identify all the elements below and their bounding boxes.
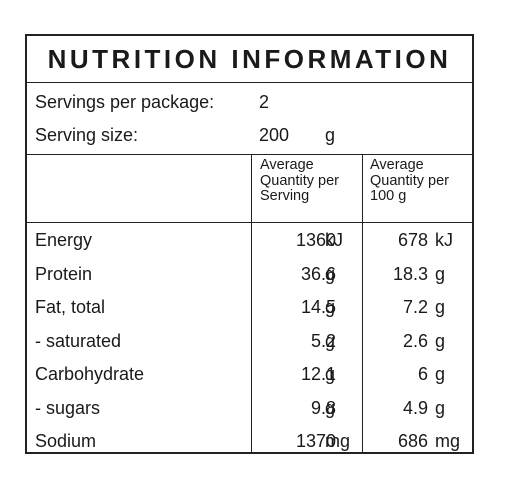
nutrient-name: - saturated <box>35 330 122 351</box>
serving-unit: g <box>325 263 336 284</box>
nutrient-name: Carbohydrate <box>35 364 145 384</box>
divider-header-bottom <box>27 222 472 223</box>
serving-value: 1360 <box>295 230 336 250</box>
nutrition-panel: NUTRITION INFORMATION Servings per packa… <box>25 34 474 454</box>
nutrient-row: - saturated 5.2 g 2.6 g <box>27 325 472 358</box>
nutrient-row: Fat, total 14.5 g 7.2 g <box>27 291 472 324</box>
nutrient-row: Energy 1360 kJ 678 kJ <box>27 224 472 257</box>
serving-unit: g <box>325 297 336 317</box>
serving-size-label: Serving size: <box>35 125 139 145</box>
header-per-100g: Average Quantity per 100 g <box>370 157 449 204</box>
panel-title: NUTRITION INFORMATION <box>47 44 452 74</box>
per100-unit: mg <box>435 431 461 451</box>
nutrient-name: Protein <box>35 263 93 284</box>
serving-value: 5.2 <box>310 330 336 351</box>
per100-value: 18.3 <box>392 263 428 284</box>
nutrient-row: Carbohydrate 12.1 g 6 g <box>27 358 472 391</box>
per100-unit: g <box>435 330 446 351</box>
serving-unit: kJ <box>325 230 343 250</box>
serving-size: Serving size: 200 <box>35 125 289 146</box>
per100-unit: g <box>435 397 446 418</box>
serving-unit: g <box>325 364 336 384</box>
serving-value: 1370 <box>295 431 336 451</box>
per100-unit: g <box>435 297 446 317</box>
serving-size-unit: g <box>325 125 336 145</box>
column-divider-100g <box>362 154 363 452</box>
per100-unit: g <box>435 263 446 284</box>
divider-title <box>27 82 472 83</box>
nutrient-row: Protein 36.6 g 18.3 g <box>27 258 472 291</box>
serving-value: 36.6 <box>300 263 336 284</box>
per100-value: 2.6 <box>402 330 428 351</box>
serving-value: 14.5 <box>300 297 336 317</box>
nutrient-row: Sodium 1370 mg 686 mg <box>27 425 472 458</box>
serving-value: 12.1 <box>300 364 336 384</box>
nutrient-row: - sugars 9.8 g 4.9 g <box>27 392 472 425</box>
serving-unit: g <box>325 330 336 351</box>
serving-value: 9.8 <box>310 397 336 418</box>
per100-unit: kJ <box>435 230 453 250</box>
column-divider-serving <box>251 154 252 452</box>
nutrient-name: Sodium <box>35 431 97 451</box>
serving-size-value: 200 <box>259 125 290 145</box>
header-per-serving: Average Quantity per Serving <box>260 157 339 204</box>
divider-header-top <box>27 154 472 155</box>
per100-value: 7.2 <box>402 297 428 317</box>
nutrient-name: Energy <box>35 230 93 250</box>
per100-value: 6 <box>417 364 428 384</box>
nutrient-name: Fat, total <box>35 297 106 317</box>
per100-value: 686 <box>397 431 428 451</box>
per100-value: 4.9 <box>402 397 428 418</box>
servings-per-package-label: Servings per package: <box>35 92 215 112</box>
serving-unit: g <box>325 397 336 418</box>
servings-per-package-value: 2 <box>259 92 270 112</box>
serving-unit: mg <box>325 431 351 451</box>
per100-unit: g <box>435 364 446 384</box>
per100-value: 678 <box>397 230 428 250</box>
nutrient-name: - sugars <box>35 397 101 418</box>
servings-per-package: Servings per package: 2 <box>35 92 269 113</box>
